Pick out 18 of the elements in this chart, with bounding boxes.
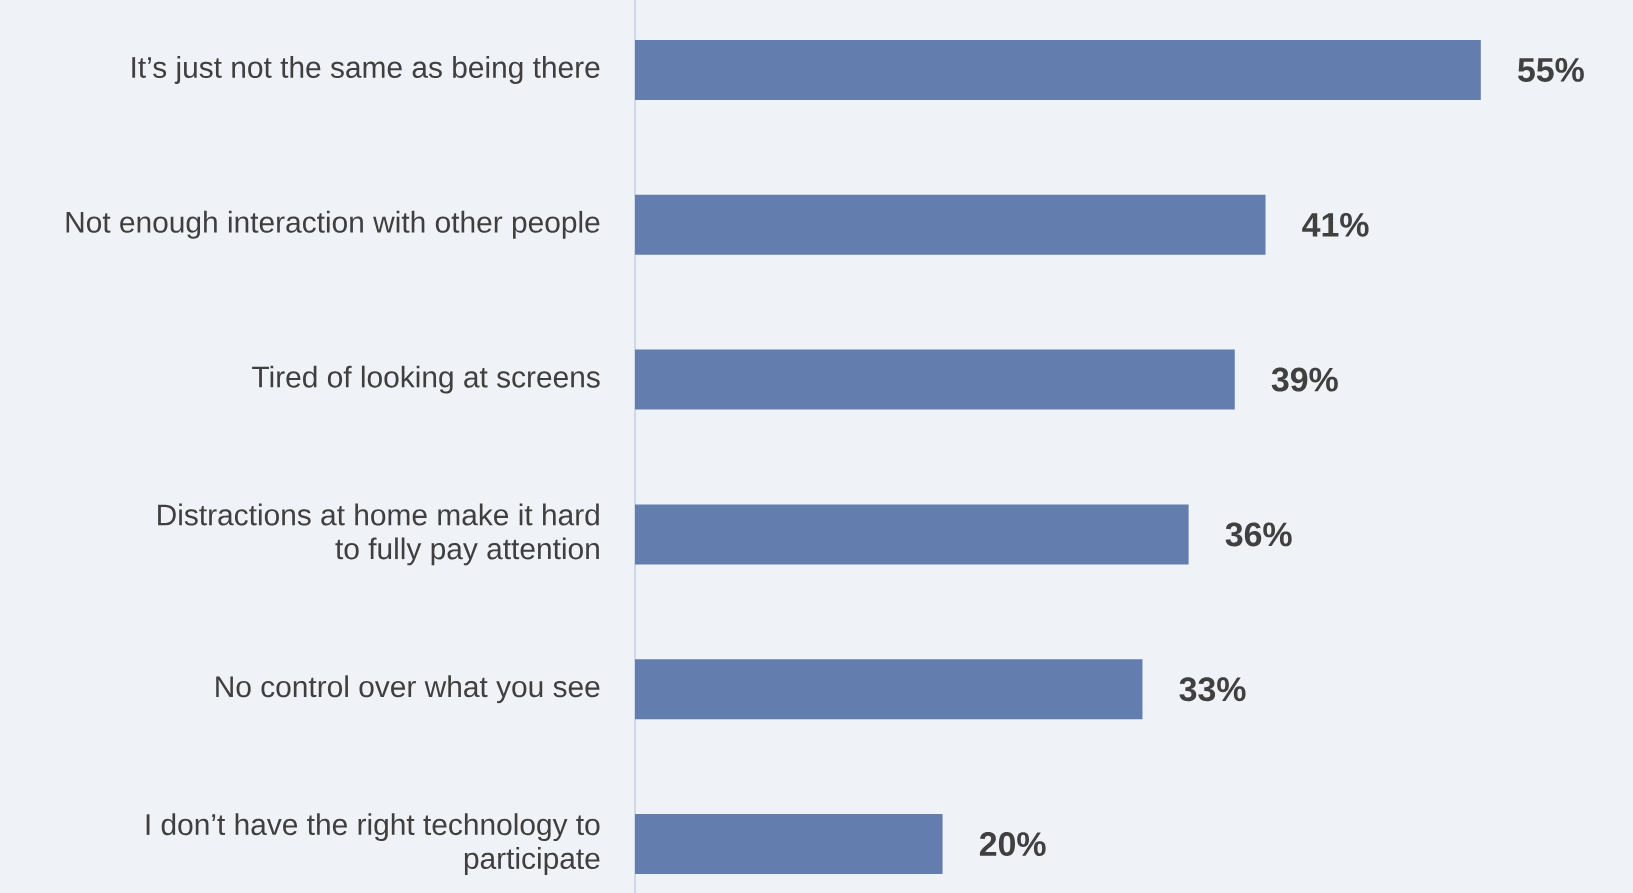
data-label: 36% — [1225, 522, 1292, 547]
y-tick-label: Distractions at home make it hard to fully pay attention — [158, 503, 599, 566]
data-label: 41% — [1302, 212, 1369, 237]
y-tick-label: It’s just not the same as being there — [132, 56, 600, 84]
bar — [635, 349, 1235, 410]
y-tick-label: Not enough interaction with other people — [66, 210, 600, 239]
bar — [635, 659, 1143, 720]
data-label: 20% — [979, 832, 1046, 857]
y-tick-label: I don’t have the right technology to participate — [146, 813, 600, 875]
bar — [635, 504, 1189, 565]
bar — [635, 814, 943, 875]
y-tick-label: Tired of looking at screens — [252, 365, 600, 394]
data-label: 39% — [1271, 367, 1338, 392]
data-label: 55% — [1518, 58, 1584, 82]
bar — [635, 39, 1481, 100]
bar — [635, 194, 1266, 255]
data-label: 33% — [1179, 677, 1246, 702]
y-tick-label: No control over what you see — [216, 675, 600, 704]
